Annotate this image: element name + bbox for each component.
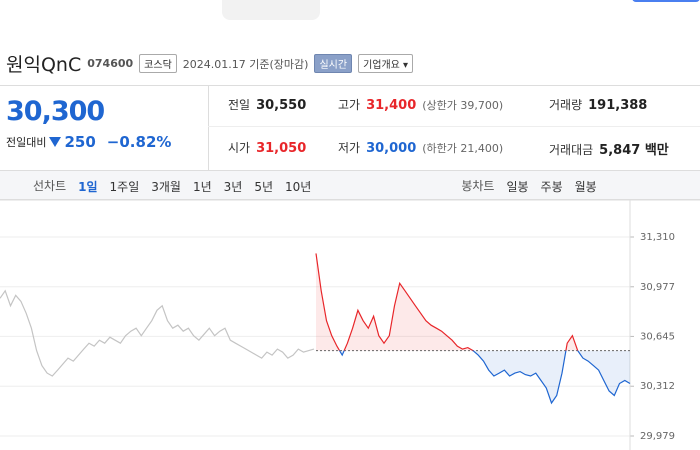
y-tick-label: 30,977 xyxy=(640,282,675,293)
period-tab[interactable]: 1주일 xyxy=(109,179,140,194)
period-tab[interactable]: 3년 xyxy=(223,179,243,194)
stat-value: 30,000 xyxy=(366,141,417,156)
banner xyxy=(222,0,320,20)
candle-tab-label: 봉차트 xyxy=(461,178,495,193)
down-icon xyxy=(49,137,62,147)
stat-label: 전일 xyxy=(228,98,251,112)
stat-label: 저가 xyxy=(338,141,361,155)
y-tick-label: 29,979 xyxy=(640,431,675,442)
line-tab-label: 선차트 xyxy=(33,178,67,193)
period-tab[interactable]: 3개월 xyxy=(151,179,181,194)
stock-name: 원익QnC xyxy=(6,54,82,76)
periods: 1일 1주일 3개월 1년 3년 5년 10년 xyxy=(78,176,323,195)
stat: 거래량 191,388 xyxy=(549,96,647,113)
stat-label: 거래량 xyxy=(549,98,583,112)
area-down xyxy=(316,350,630,403)
stat-value: 30,550 xyxy=(256,98,307,113)
stat-sub: (상한가 39,700) xyxy=(422,99,504,112)
period-tab[interactable]: 10년 xyxy=(285,179,312,194)
change-pct: −0.82% xyxy=(106,133,172,151)
header: 원익QnC 074600 코스닥 2024.01.17 기준(장마감) 실시간 … xyxy=(6,50,414,77)
stat-value: 191,388 xyxy=(588,98,648,113)
stock-code: 074600 xyxy=(87,57,134,70)
area-up xyxy=(316,253,578,351)
stat: 시가 31,050 xyxy=(228,139,306,156)
market: 코스닥 xyxy=(139,54,177,73)
y-tick-label: 31,310 xyxy=(640,232,675,243)
date: 2024.01.17 기준(장마감) xyxy=(182,57,309,71)
change-label: 전일대비 xyxy=(6,136,47,149)
hdivider xyxy=(208,126,700,127)
period-tab[interactable]: 1년 xyxy=(192,179,212,194)
change-row: 전일대비 250 −0.82% xyxy=(6,133,171,151)
change: 250 xyxy=(64,133,96,151)
candles: 일봉 주봉 월봉 xyxy=(506,176,608,195)
chart: 29,979 30,312 30,645 30,977 31,310 xyxy=(0,200,700,450)
candle-tab[interactable]: 월봉 xyxy=(574,179,597,194)
vdivider xyxy=(208,86,209,170)
stat: 저가 30,000 (하한가 21,400) xyxy=(338,139,503,156)
divider xyxy=(0,85,700,86)
stat-sub: (하한가 21,400) xyxy=(422,142,504,155)
y-tick-label: 30,645 xyxy=(640,331,675,342)
y-tick-label: 30,312 xyxy=(640,381,675,392)
stat: 고가 31,400 (상한가 39,700) xyxy=(338,96,503,113)
line-up xyxy=(315,253,579,351)
candle-tab[interactable]: 주봉 xyxy=(540,179,563,194)
stat-label: 시가 xyxy=(228,141,251,155)
line xyxy=(0,289,315,377)
stat-value: 31,400 xyxy=(366,98,417,113)
banner-button[interactable] xyxy=(632,0,700,2)
stat-label: 거래대금 xyxy=(549,143,594,157)
overview-button[interactable]: 기업개요 ▾ xyxy=(358,54,414,73)
period-tab[interactable]: 5년 xyxy=(254,179,274,194)
overview-label: 기업개요 xyxy=(363,60,400,71)
stat: 거래대금 5,847 백만 xyxy=(549,139,669,158)
price: 30,300 xyxy=(6,96,105,127)
stat-value: 31,050 xyxy=(256,141,307,156)
stat-label: 고가 xyxy=(338,98,361,112)
candle-tab[interactable]: 일봉 xyxy=(506,179,529,194)
period-tab[interactable]: 1일 xyxy=(78,179,98,194)
realtime-button[interactable]: 실시간 xyxy=(314,54,353,73)
stat-value: 5,847 백만 xyxy=(599,143,669,158)
stat: 전일 30,550 xyxy=(228,96,306,113)
tab-bar: 선차트 1일 1주일 3개월 1년 3년 5년 10년 봉차트 일봉 주봉 월봉 xyxy=(0,170,700,200)
